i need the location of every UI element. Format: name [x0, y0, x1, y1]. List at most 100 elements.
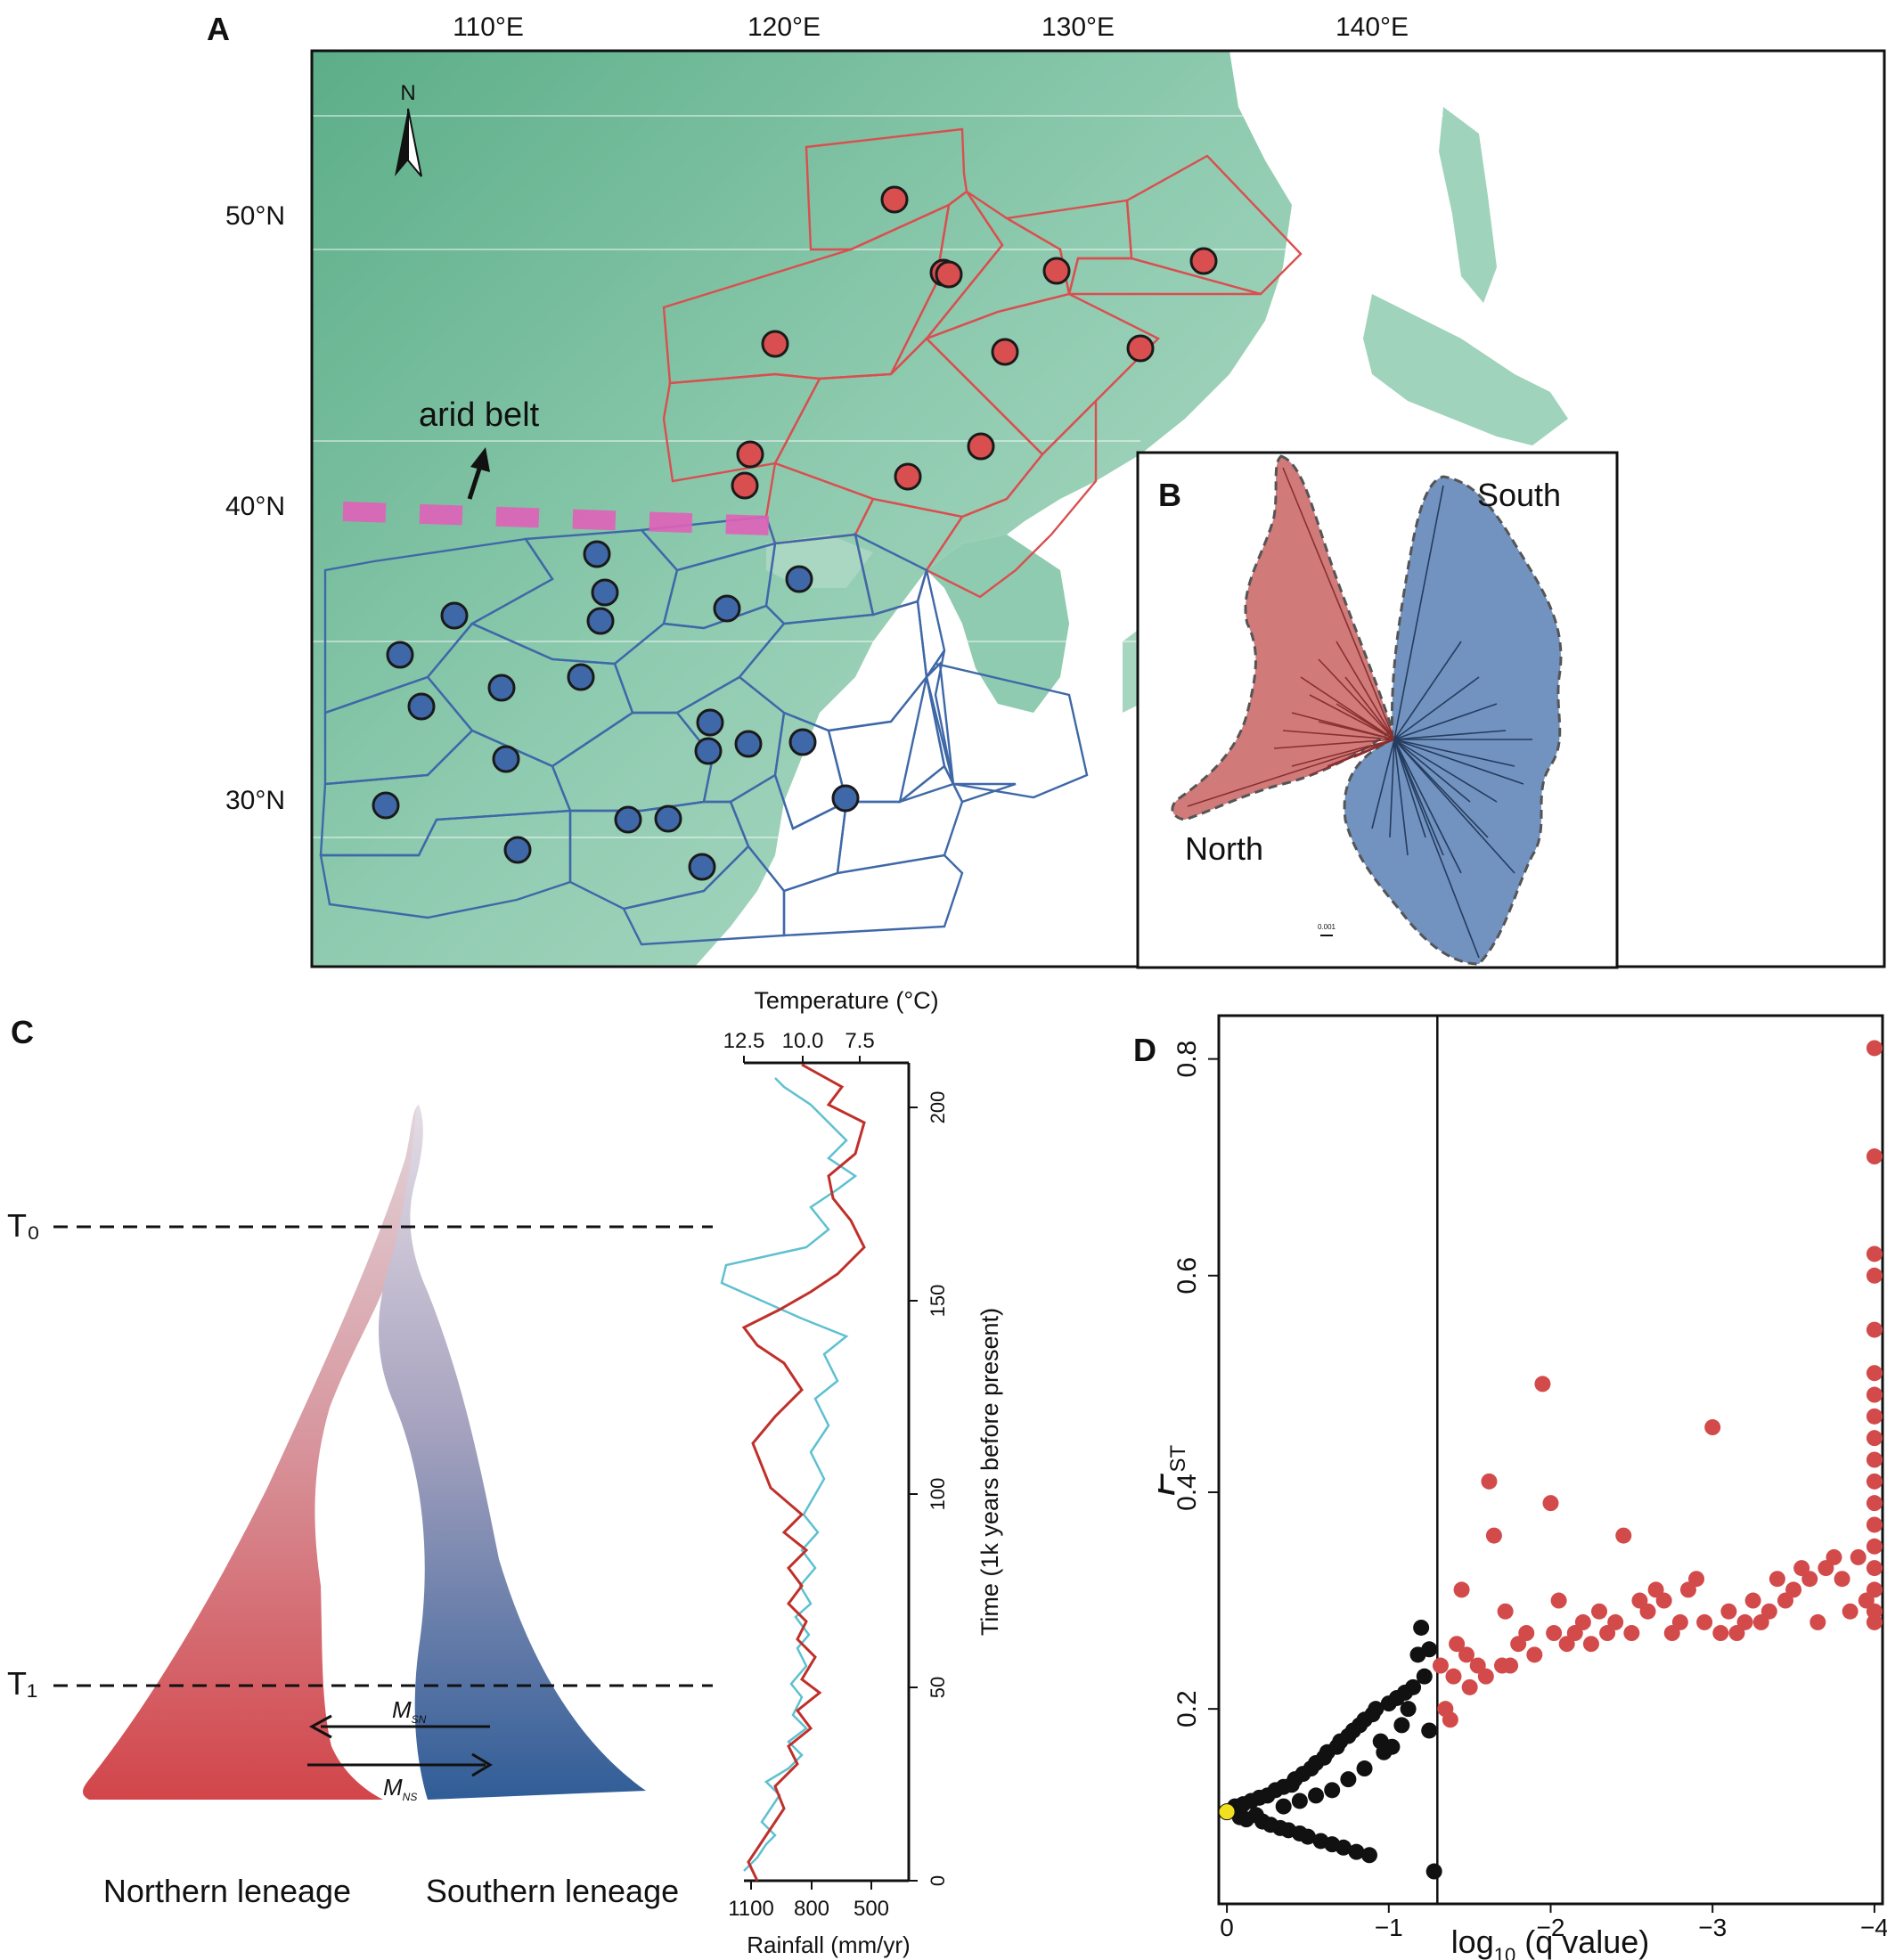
rainfall-axis-label: Rainfall (mm/yr): [747, 1931, 910, 1958]
map-land-japan: [1363, 294, 1568, 445]
map-frame: [310, 49, 1886, 968]
migration-ns-arrow-icon: [307, 1752, 493, 1777]
y-tick-label: 0.8: [1172, 1041, 1202, 1078]
scatter-point: [1453, 1581, 1470, 1598]
north-sites: [731, 185, 1218, 500]
temperature-tick: 12.5: [723, 1029, 765, 1053]
scatter-point: [1502, 1657, 1519, 1674]
y-tick-label: 0.6: [1172, 1257, 1202, 1294]
lat-label: 30°N: [225, 786, 285, 815]
scatter-point: [1834, 1571, 1850, 1588]
southern-lineage-label: Southern leneage: [426, 1873, 679, 1909]
y-axis-label: FST: [1158, 1445, 1190, 1497]
northern-lineage-shape: [83, 1105, 420, 1800]
migration-ns-label: MNS: [383, 1774, 417, 1803]
scatter-point: [1550, 1592, 1567, 1609]
south-tree-branches: [1371, 485, 1532, 959]
tree-south-label: South: [1477, 477, 1561, 513]
panel-label-a: A: [207, 11, 230, 47]
scatter-point: [1421, 1641, 1438, 1658]
time-tick: 50: [927, 1677, 949, 1698]
x-tick-label: −1: [1375, 1914, 1403, 1941]
arid-belt-label: arid belt: [419, 396, 540, 434]
migration-sn-label: MSN: [392, 1696, 427, 1726]
x-tick-label: 0: [1220, 1914, 1234, 1941]
map-panel: 110°E 120°E 130°E 140°E 50°N 40°N 30°N N: [225, 12, 1886, 969]
scatter-point: [1477, 1668, 1494, 1685]
rainfall-ticks: [750, 1881, 872, 1890]
scatter-point: [1340, 1771, 1357, 1788]
scatter-point: [1760, 1603, 1777, 1620]
scatter-point: [1449, 1636, 1466, 1653]
rainfall-tick: 800: [794, 1897, 829, 1921]
panel-label-b: B: [1158, 477, 1181, 513]
scatter-point: [1591, 1603, 1608, 1620]
scatter-point: [1866, 1451, 1883, 1468]
lon-label: 140°E: [1336, 12, 1409, 42]
scatter-point: [1458, 1646, 1475, 1663]
temperature-ticks: [743, 1056, 861, 1063]
north-tree-branches: [1187, 467, 1395, 807]
scatter-point: [1218, 1803, 1236, 1821]
scatter-point: [1866, 1560, 1883, 1577]
rainfall-tick: 500: [854, 1897, 889, 1921]
scatter-point: [1324, 1782, 1341, 1799]
scatter-point: [1413, 1619, 1430, 1636]
panel-label-d: D: [1133, 1032, 1156, 1068]
scatter-points: [1218, 1040, 1883, 1880]
time-tick: 100: [927, 1478, 949, 1511]
scatter-point: [1866, 1538, 1883, 1555]
temperature-tick: 10.0: [782, 1029, 824, 1053]
scatter-point: [1485, 1527, 1502, 1544]
scatter-point: [1421, 1722, 1438, 1739]
lat-label: 40°N: [225, 492, 285, 521]
time-tick: 200: [927, 1091, 949, 1124]
scatter-point: [1393, 1717, 1410, 1734]
time-axis-label: Time (1k years before present): [976, 1308, 1003, 1636]
scatter-point: [1704, 1419, 1721, 1436]
scatter-point: [1356, 1760, 1373, 1777]
scatter-point: [1518, 1625, 1535, 1642]
southern-lineage-shape: [379, 1105, 646, 1800]
scatter-point: [1534, 1376, 1551, 1392]
scatter-point: [1275, 1798, 1292, 1815]
scatter-point: [1866, 1148, 1883, 1165]
scatter-point: [1445, 1668, 1462, 1685]
map-land-sakhalin: [1439, 107, 1497, 303]
scatter-point: [1526, 1646, 1543, 1663]
y-axis: 0.2 0.4 0.6 0.8: [1172, 1041, 1219, 1727]
scatter-point: [1866, 1430, 1883, 1447]
x-tick-label: −3: [1698, 1914, 1727, 1941]
migration-sn-arrow-icon: [308, 1714, 490, 1739]
scatter-point: [1736, 1613, 1753, 1630]
scatter-point: [1405, 1678, 1422, 1695]
rainfall-series: [720, 1077, 858, 1872]
scatter-point: [1291, 1793, 1308, 1809]
fst-scatter-chart: 0.2 0.4 0.6 0.8 0 −1 −2 −3 −4 FST log10 (q valu…: [1158, 1014, 1887, 1960]
scatter-point: [1461, 1678, 1478, 1695]
scatter-point: [1866, 1040, 1883, 1057]
scatter-point: [1615, 1527, 1632, 1544]
north-clade-shape: [1171, 454, 1394, 821]
scatter-point: [1866, 1408, 1883, 1425]
scatter-point: [1400, 1701, 1417, 1718]
scatter-point: [1432, 1657, 1449, 1674]
y-tick-label: 0.4: [1172, 1474, 1202, 1511]
scatter-point: [1384, 1738, 1401, 1755]
scatter-point: [1655, 1592, 1672, 1609]
scatter-point: [1582, 1636, 1599, 1653]
x-axis: 0 −1 −2 −3 −4: [1220, 1904, 1887, 1941]
scatter-point: [1744, 1592, 1761, 1609]
tree-scale-label: 0.001: [1318, 923, 1336, 931]
x-tick-label: −2: [1537, 1914, 1565, 1941]
scatter-point: [1696, 1613, 1713, 1630]
climate-plot: Temperature (°C) 12.5 10.0 7.5 0 50 100 …: [720, 987, 1003, 1958]
scatter-point: [1866, 1267, 1883, 1284]
scatter-point: [1671, 1613, 1688, 1630]
scatter-point: [1425, 1863, 1442, 1880]
scatter-point: [1335, 1839, 1352, 1856]
lat-label: 50°N: [225, 201, 285, 231]
scatter-point: [1801, 1571, 1818, 1588]
scatter-point: [1497, 1603, 1514, 1620]
tree-inset: North South 0.001: [1136, 451, 1619, 969]
